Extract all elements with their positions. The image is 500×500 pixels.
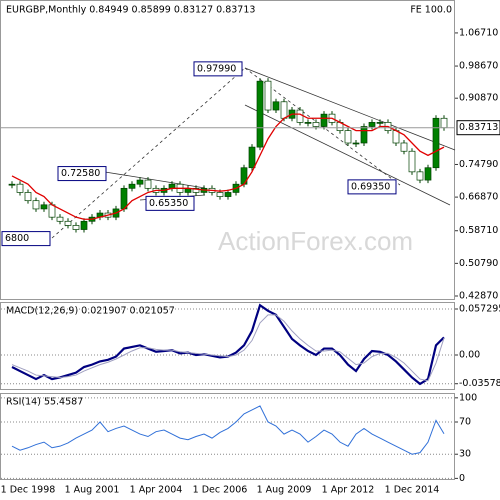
price-title: EURGBP,Monthly 0.84949 0.85899 0.83127 0…: [6, 5, 255, 16]
x-tick-label: 1 Apr 2004: [130, 485, 183, 496]
candle: [320, 113, 328, 127]
y-tick-label: 0.50790: [459, 258, 498, 269]
candle: [56, 216, 64, 222]
series-line: [11, 303, 445, 386]
last-price-box: [456, 120, 500, 136]
x-tick-label: 1 Dec 2006: [193, 485, 248, 496]
candle: [296, 109, 304, 123]
watermark: ActionForex.com: [218, 226, 413, 256]
annotation-label: 6800: [5, 233, 29, 244]
series-line: [11, 314, 445, 382]
series-line: [11, 113, 445, 220]
annotation-box: [347, 179, 397, 195]
corner-text: FE 100.0: [410, 5, 452, 16]
x-tick-label: 1 Aug 2009: [257, 485, 312, 496]
y-tick-label: 100: [459, 392, 477, 403]
annotation-label: 0.97990: [197, 63, 236, 74]
candle: [280, 101, 288, 119]
rsi-title: RSI(14) 55.4587: [6, 397, 83, 408]
candle: [144, 179, 152, 189]
candle: [8, 183, 16, 186]
annotation-box: [145, 195, 195, 211]
y-tick-label: 0.58710: [459, 225, 498, 236]
annotation-box: [57, 166, 107, 182]
candle: [424, 167, 432, 181]
candle: [136, 179, 144, 185]
candle: [128, 183, 136, 189]
x-tick-label: 1 Dec 2014: [385, 485, 440, 496]
macd-title: MACD(12,26,9) 0.021907 0.021057: [6, 306, 175, 317]
candle: [392, 130, 400, 144]
candle: [312, 122, 320, 127]
y-tick-label: 30: [459, 449, 471, 460]
candle: [192, 187, 200, 193]
y-tick-label: 1.06710: [459, 27, 498, 38]
candle: [72, 225, 80, 230]
candle: [440, 117, 448, 129]
candle: [344, 130, 352, 144]
candle: [80, 220, 88, 230]
annotation-label: 0.72580: [61, 168, 100, 179]
candle: [400, 142, 408, 152]
candle: [32, 200, 40, 210]
candle: [264, 80, 272, 111]
candle: [224, 192, 232, 197]
candle: [248, 146, 256, 169]
annotation-label: 0.65350: [149, 198, 188, 209]
candle: [432, 117, 440, 169]
y-tick-label: 0.66870: [459, 192, 498, 203]
candle: [48, 204, 56, 218]
annotation-label: 0.69350: [351, 181, 390, 192]
y-tick-label: 0: [459, 473, 465, 484]
last-price-label: 0.83713: [459, 122, 498, 133]
y-tick-label: 0.74790: [459, 159, 498, 170]
x-tick-label: 1 Dec 1998: [1, 485, 56, 496]
candle: [408, 150, 416, 173]
y-tick-label: 0.90870: [459, 93, 498, 104]
candle: [416, 171, 424, 181]
annotation-box: [1, 231, 51, 247]
y-tick-label: 0.00: [459, 349, 480, 360]
y-tick-label: 0.42870: [459, 291, 498, 302]
rsi-panel: [0, 393, 455, 480]
annotation-box: [193, 61, 243, 77]
candle: [368, 122, 376, 127]
candle: [216, 192, 224, 197]
candle: [256, 80, 264, 148]
y-tick-label: 70: [459, 417, 471, 428]
candle: [272, 101, 280, 111]
candle: [40, 204, 48, 210]
y-tick-label: 0.98670: [459, 61, 498, 72]
candle: [376, 122, 384, 124]
candle: [64, 220, 72, 226]
candle: [360, 126, 368, 144]
candle: [16, 183, 24, 193]
y-tick-label: 0.057295: [459, 303, 500, 314]
candle: [24, 192, 32, 202]
x-tick-label: 1 Apr 2012: [322, 485, 375, 496]
x-tick-label: 1 Aug 2001: [65, 485, 120, 496]
macd-panel: [0, 302, 455, 390]
candle: [352, 142, 360, 145]
candle: [304, 122, 312, 124]
series-line: [11, 405, 445, 455]
